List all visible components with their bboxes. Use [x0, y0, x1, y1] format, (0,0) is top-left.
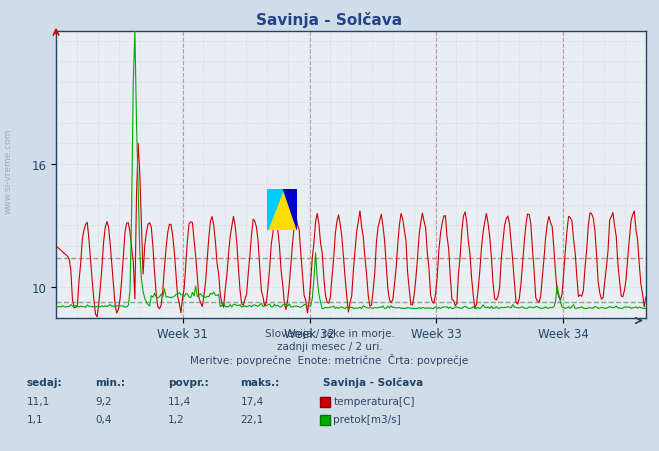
- Text: sedaj:: sedaj:: [26, 377, 62, 387]
- Text: 22,1: 22,1: [241, 414, 264, 423]
- Polygon shape: [267, 189, 283, 230]
- Text: 17,4: 17,4: [241, 396, 264, 405]
- Text: Savinja - Solčava: Savinja - Solčava: [323, 377, 423, 387]
- Text: Meritve: povprečne  Enote: metrične  Črta: povprečje: Meritve: povprečne Enote: metrične Črta:…: [190, 353, 469, 365]
- Text: maks.:: maks.:: [241, 377, 280, 387]
- Text: Slovenija / reke in morje.: Slovenija / reke in morje.: [264, 328, 395, 338]
- Text: www.si-vreme.com: www.si-vreme.com: [4, 129, 13, 214]
- Polygon shape: [283, 189, 297, 230]
- Text: pretok[m3/s]: pretok[m3/s]: [333, 414, 401, 423]
- Text: povpr.:: povpr.:: [168, 377, 209, 387]
- Text: 9,2: 9,2: [96, 396, 112, 405]
- Text: 1,2: 1,2: [168, 414, 185, 423]
- Text: temperatura[C]: temperatura[C]: [333, 396, 415, 405]
- Text: 11,4: 11,4: [168, 396, 191, 405]
- Text: 0,4: 0,4: [96, 414, 112, 423]
- Text: Savinja - Solčava: Savinja - Solčava: [256, 12, 403, 28]
- Text: 11,1: 11,1: [26, 396, 49, 405]
- Text: 1,1: 1,1: [26, 414, 43, 423]
- Text: zadnji mesec / 2 uri.: zadnji mesec / 2 uri.: [277, 341, 382, 351]
- Text: min.:: min.:: [96, 377, 126, 387]
